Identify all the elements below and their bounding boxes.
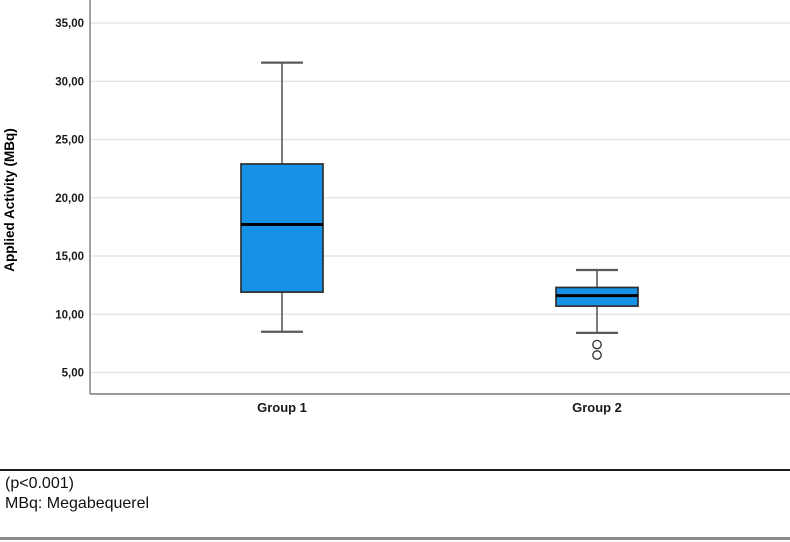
y-axis-title: Applied Activity (MBq) <box>2 128 17 272</box>
outlier-point <box>592 350 602 360</box>
figure-caption: (p<0.001) MBq: Megabequerel <box>5 474 785 514</box>
y-tick-label: 20,00 <box>55 193 84 205</box>
y-tick-label: 25,00 <box>55 135 84 147</box>
outlier-point <box>592 339 602 350</box>
caption-bottom-rule <box>0 537 790 540</box>
boxplot-chart: 5,00 10,00 15,00 20,00 25,00 30,00 35,00 Group … <box>2 0 790 415</box>
caption-abbreviation: MBq: Megabequerel <box>5 495 150 512</box>
x-category-label: Group 1 <box>257 400 307 415</box>
boxplot-box <box>240 163 324 293</box>
y-tick-label: 35,00 <box>55 18 84 30</box>
caption-pvalue: (p<0.001) <box>5 475 74 492</box>
y-tick-label: 15,00 <box>55 251 84 263</box>
boxplot-svg: 5,00 10,00 15,00 20,00 25,00 30,00 35,00 Group … <box>2 0 790 415</box>
y-tick-label: 5,00 <box>62 368 84 380</box>
y-tick-label: 30,00 <box>55 76 84 88</box>
caption-top-rule <box>0 469 790 471</box>
x-category-label: Group 2 <box>572 400 622 415</box>
y-tick-label: 10,00 <box>55 309 84 321</box>
